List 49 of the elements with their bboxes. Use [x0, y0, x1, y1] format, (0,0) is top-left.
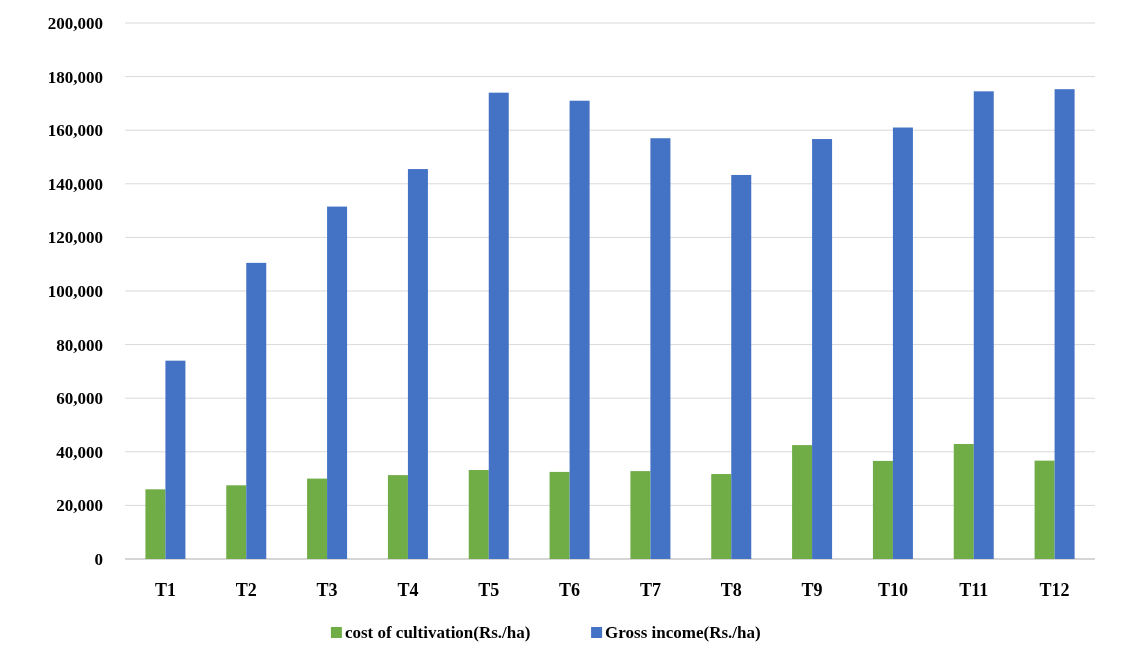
x-tick-label: T7	[639, 580, 661, 600]
bar	[387, 475, 408, 559]
bar	[650, 138, 671, 559]
bar	[569, 100, 590, 559]
y-tick-label: 140,000	[47, 174, 103, 194]
bar	[731, 174, 752, 559]
x-tick-label: T9	[801, 580, 823, 600]
x-tick-label: T4	[397, 580, 419, 600]
legend-label: Gross income(Rs./ha)	[605, 623, 761, 642]
bar	[246, 262, 267, 559]
bar	[165, 360, 186, 559]
bar	[1054, 89, 1075, 559]
bar	[973, 91, 994, 559]
x-tick-label: T11	[959, 580, 989, 600]
x-tick-label: T12	[1039, 580, 1070, 600]
bar	[468, 470, 489, 559]
bar	[872, 460, 893, 559]
bar	[407, 169, 428, 559]
y-tick-label: 20,000	[56, 496, 103, 516]
x-tick-label: T6	[559, 580, 581, 600]
bar	[711, 474, 732, 559]
x-tick-label: T8	[720, 580, 742, 600]
bar	[892, 127, 913, 559]
y-tick-label: 80,000	[56, 335, 103, 355]
x-tick-label: T10	[877, 580, 908, 600]
y-tick-label: 100,000	[47, 281, 103, 301]
bar	[226, 485, 247, 559]
x-tick-label: T3	[316, 580, 338, 600]
bar	[145, 489, 166, 559]
bar	[953, 444, 974, 559]
legend-label: cost of cultivation(Rs./ha)	[344, 623, 531, 642]
bar	[488, 92, 509, 559]
y-tick-label: 40,000	[56, 442, 103, 462]
y-tick-label: 200,000	[47, 13, 103, 33]
bar	[549, 471, 570, 559]
x-tick-label: T2	[235, 580, 257, 600]
y-tick-label: 60,000	[56, 389, 103, 409]
bar	[812, 139, 833, 559]
bar	[1034, 460, 1055, 559]
y-tick-label: 120,000	[47, 228, 103, 248]
bar	[307, 478, 328, 559]
x-tick-label: T5	[478, 580, 500, 600]
bar	[792, 445, 813, 559]
y-tick-label: 180,000	[47, 67, 103, 87]
y-tick-label: 160,000	[47, 121, 103, 141]
bar	[327, 206, 348, 559]
y-tick-label: 0	[94, 549, 103, 569]
bar	[630, 471, 651, 559]
x-tick-label: T1	[154, 580, 176, 600]
